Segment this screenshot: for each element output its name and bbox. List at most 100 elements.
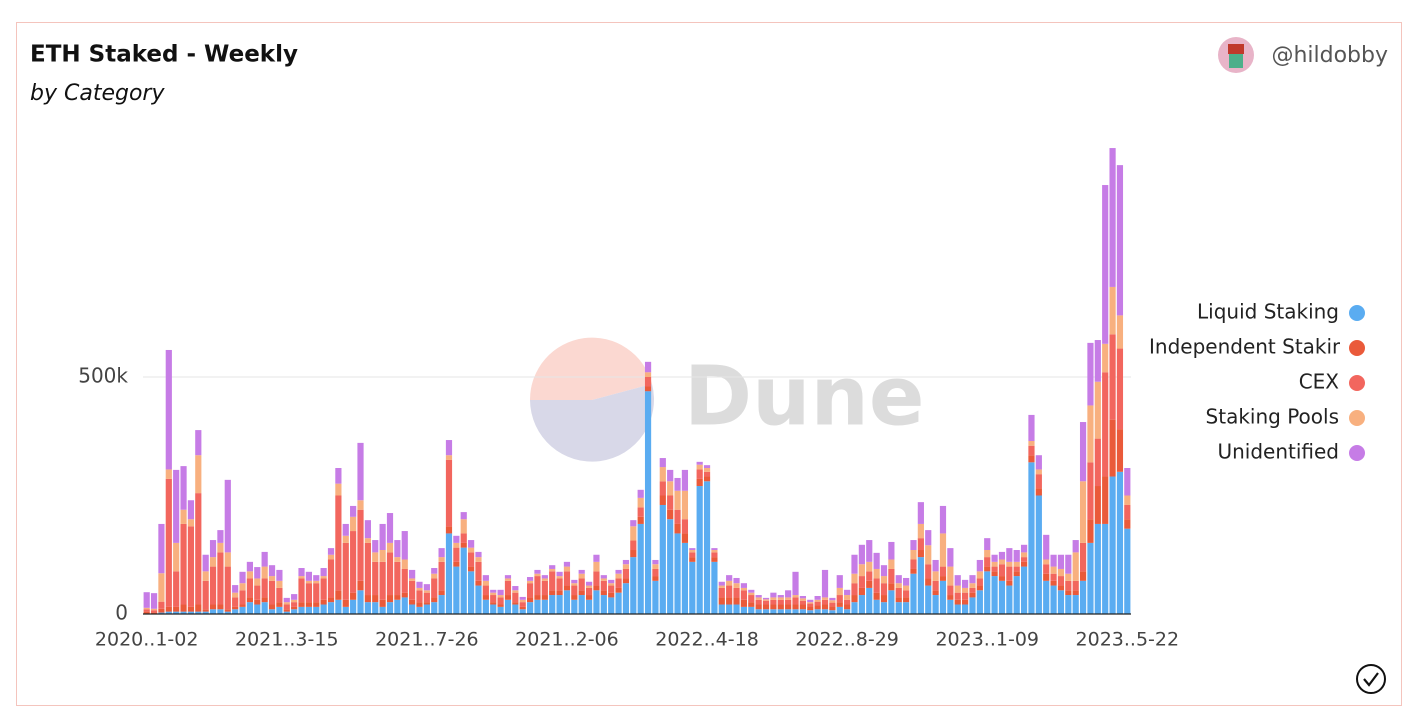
bar-segment bbox=[777, 597, 784, 600]
bar-segment bbox=[239, 590, 246, 605]
check-mark[interactable] bbox=[1363, 672, 1379, 687]
bar-segment bbox=[1013, 561, 1020, 567]
bar-segment bbox=[195, 611, 202, 614]
bar-segment bbox=[939, 533, 947, 567]
bar-segment bbox=[468, 547, 475, 553]
bar-segment bbox=[659, 504, 666, 614]
bar-segment bbox=[460, 519, 467, 534]
bar-segment bbox=[232, 592, 239, 598]
bar-segment bbox=[246, 571, 254, 579]
legend-label: Independent Staking bbox=[1149, 335, 1357, 359]
bar-segment bbox=[851, 583, 858, 596]
bar-segment bbox=[998, 580, 1006, 614]
bar-segment bbox=[866, 587, 873, 614]
bar-segment bbox=[600, 575, 607, 579]
bar-segment bbox=[423, 604, 430, 614]
bar-segment bbox=[814, 595, 821, 600]
bar-segment bbox=[327, 597, 335, 603]
bar-segment bbox=[526, 597, 534, 603]
bar-segment bbox=[637, 497, 644, 508]
bar-segment bbox=[984, 571, 991, 614]
bar-segment bbox=[490, 604, 497, 614]
bar-segment bbox=[932, 590, 939, 596]
bar-segment bbox=[283, 611, 290, 614]
bar-segment bbox=[910, 540, 917, 551]
bar-segment bbox=[1020, 566, 1028, 614]
bar-segment bbox=[401, 531, 408, 560]
check-icon[interactable] bbox=[1356, 664, 1386, 694]
bar-segment bbox=[873, 578, 880, 593]
bar-segment bbox=[254, 599, 261, 605]
bar-segment bbox=[925, 530, 932, 546]
bar-segment bbox=[755, 599, 762, 605]
bar-segment bbox=[187, 519, 195, 527]
bar-segment bbox=[910, 568, 917, 574]
bar-segment bbox=[600, 578, 607, 581]
bar-segment bbox=[1020, 561, 1028, 567]
bar-segment bbox=[342, 535, 349, 543]
bar-segment bbox=[652, 564, 659, 569]
author: @hildobby bbox=[1271, 43, 1388, 68]
bar-segment bbox=[379, 599, 386, 607]
bar-segment bbox=[490, 589, 497, 593]
bar-segment bbox=[335, 495, 342, 591]
bar-segment bbox=[268, 576, 276, 581]
bar-segment bbox=[962, 604, 969, 614]
bar-segment bbox=[445, 533, 453, 614]
bar-segment bbox=[740, 599, 748, 607]
bar-segment bbox=[1124, 504, 1131, 520]
bar-segment bbox=[563, 590, 571, 614]
bar-segment bbox=[541, 580, 548, 596]
bar-segment bbox=[549, 568, 556, 572]
watermark-text: Dune bbox=[684, 349, 924, 444]
legend-marker bbox=[1349, 445, 1365, 461]
bar-segment bbox=[504, 599, 512, 614]
bar-segment bbox=[173, 611, 180, 614]
bar-segment bbox=[372, 602, 379, 614]
bar-segment bbox=[335, 468, 342, 484]
bar-segment bbox=[195, 455, 202, 494]
bar-segment bbox=[821, 604, 829, 610]
bar-segment bbox=[762, 599, 770, 601]
bar-segment bbox=[954, 585, 961, 593]
bar-segment bbox=[431, 573, 438, 579]
bar-segment bbox=[880, 595, 888, 603]
bar-segment bbox=[637, 516, 644, 524]
bar-segment bbox=[320, 576, 327, 579]
bar-segment bbox=[571, 579, 578, 584]
bar-segment bbox=[652, 580, 659, 614]
bar-segment bbox=[224, 609, 231, 612]
bar-segment bbox=[821, 599, 829, 605]
bar-segment bbox=[1079, 481, 1087, 543]
bar-segment bbox=[1072, 595, 1079, 614]
bar-segment bbox=[372, 552, 379, 562]
bar-segment bbox=[431, 597, 438, 603]
bar-segment bbox=[888, 541, 895, 560]
bar-segment bbox=[615, 573, 622, 579]
bar-segment bbox=[1072, 540, 1079, 553]
bar-segment bbox=[659, 495, 666, 505]
bar-segment bbox=[873, 568, 880, 579]
bar-segment bbox=[291, 599, 298, 603]
bar-segment bbox=[755, 604, 762, 610]
bar-segment bbox=[880, 583, 888, 596]
bar-segment bbox=[858, 595, 865, 614]
bar-segment bbox=[829, 606, 836, 611]
bar-segment bbox=[1035, 455, 1042, 470]
bar-segment bbox=[549, 590, 556, 596]
bar-segment bbox=[327, 559, 335, 598]
check-circle[interactable] bbox=[1356, 664, 1386, 694]
bar-segment bbox=[925, 585, 932, 614]
bar-segment bbox=[622, 583, 630, 614]
bar-segment bbox=[659, 458, 666, 468]
bar-segment bbox=[637, 507, 644, 517]
x-tick-label: 2021..2-06 bbox=[515, 629, 619, 651]
bar-segment bbox=[283, 604, 290, 610]
bar-segment bbox=[431, 568, 438, 574]
bar-segment bbox=[165, 606, 172, 612]
bar-segment bbox=[969, 592, 976, 598]
bar-segment bbox=[1116, 348, 1124, 430]
bar-segment bbox=[703, 465, 711, 469]
bar-segment bbox=[571, 595, 578, 600]
